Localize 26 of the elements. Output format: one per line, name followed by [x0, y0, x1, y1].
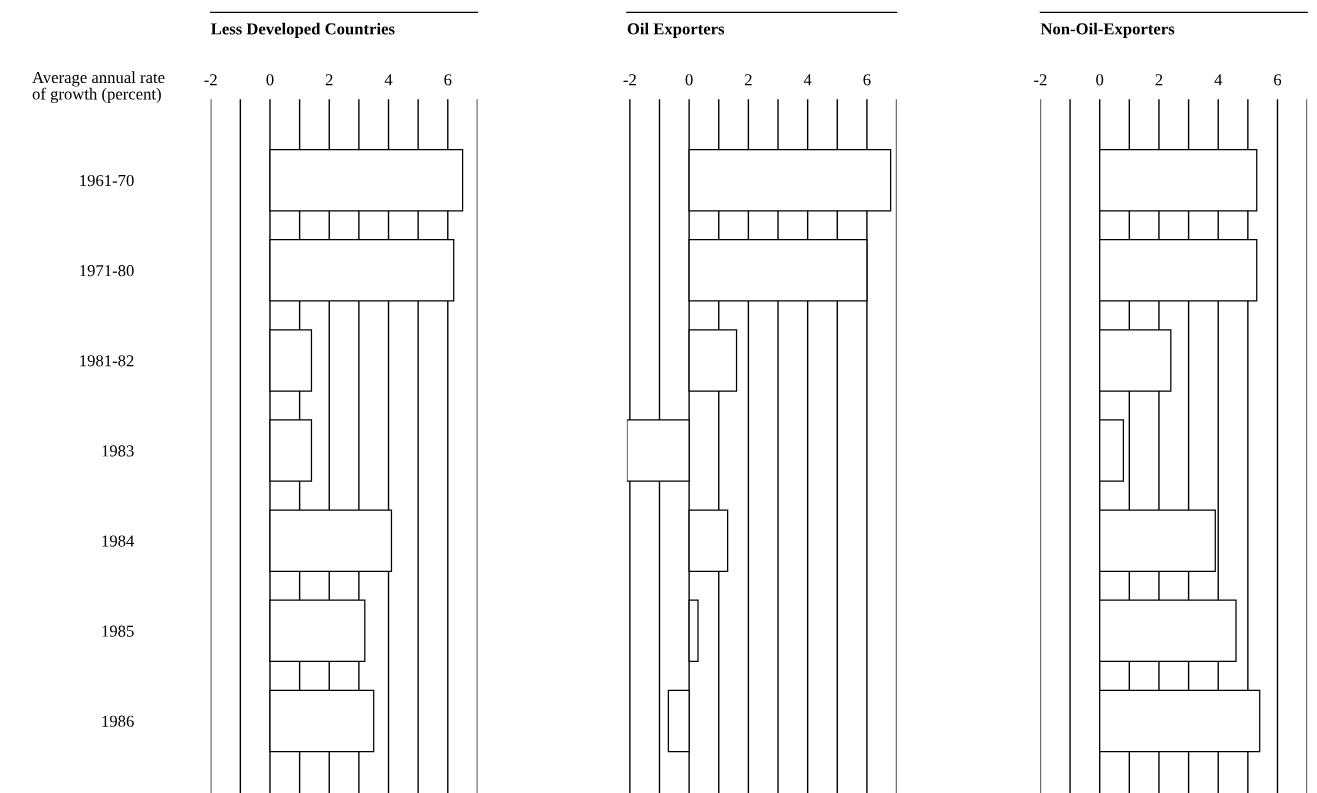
chart-title: Oil Exporters: [627, 22, 725, 38]
x-tick-label: 0: [1096, 74, 1104, 86]
x-tick-label: -2: [623, 74, 636, 86]
y-tick-label: 1981-82: [80, 355, 134, 367]
x-tick-label: 4: [1214, 74, 1223, 86]
y-tick-label: 1985: [102, 625, 134, 637]
y-tick-label: 1971-80: [80, 265, 134, 277]
x-tick-label: 6: [1274, 74, 1282, 86]
chart-title: Less Developed Countries: [211, 22, 395, 38]
x-tick-label: 0: [266, 74, 274, 86]
y-tick-label: 1986: [102, 715, 134, 727]
x-tick-label: 2: [1155, 74, 1163, 86]
x-tick-label: 4: [384, 74, 393, 86]
chart-title: Non-Oil-Exporters: [1040, 22, 1175, 38]
x-tick-label: 6: [863, 74, 871, 86]
y-tick-label: 1983: [102, 445, 134, 457]
x-tick-label: 6: [444, 74, 452, 86]
x-tick-label: 2: [325, 74, 333, 86]
x-tick-label: 2: [744, 74, 752, 86]
y-tick-label: 1961-70: [80, 174, 134, 187]
x-tick-label: 4: [803, 74, 812, 86]
x-tick-label: -2: [204, 74, 217, 86]
x-tick-label: 0: [685, 74, 693, 86]
x-tick-label: -2: [1034, 74, 1047, 86]
text: Average annual rate of growth (percent): [32, 71, 165, 104]
y-tick-label: 1984: [102, 535, 135, 547]
